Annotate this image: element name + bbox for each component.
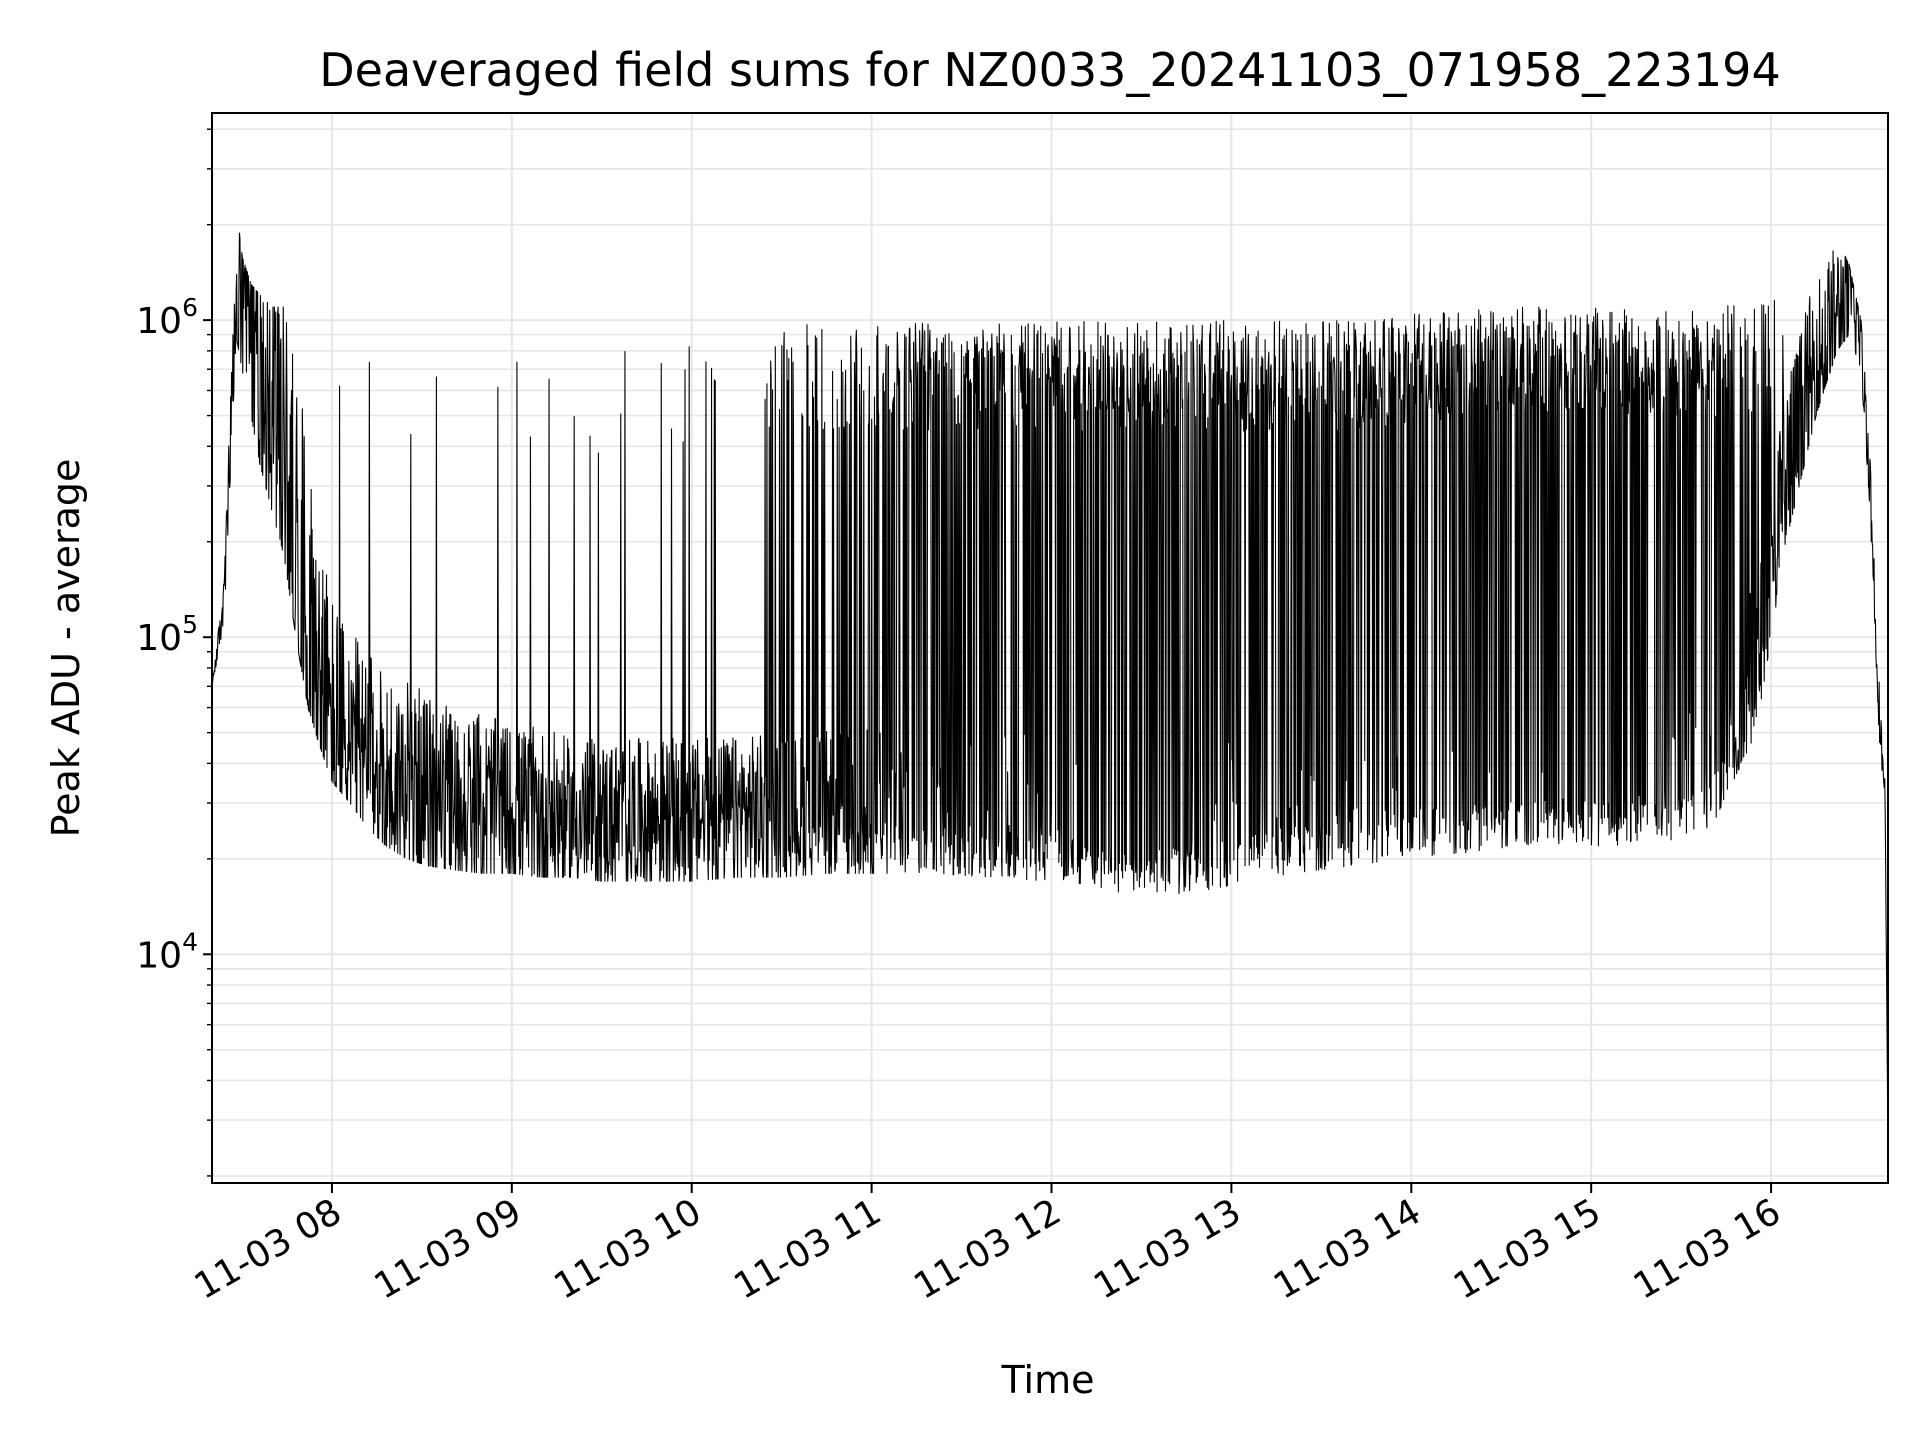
- y-tick-label: 106: [136, 293, 198, 342]
- plot-area-frame: [211, 112, 1889, 1184]
- x-axis-label: Time: [1001, 1358, 1095, 1402]
- y-tick-label: 104: [136, 927, 198, 976]
- y-tick-label: 105: [136, 610, 198, 659]
- y-axis-label: Peak ADU - average: [44, 459, 88, 838]
- y-axis: 104 105 106: [136, 128, 212, 1177]
- chart-title: Deaveraged field sums for NZ0033_2024110…: [319, 43, 1780, 97]
- series-layer: [211, 232, 1889, 1141]
- series-line-0: [211, 232, 1889, 1141]
